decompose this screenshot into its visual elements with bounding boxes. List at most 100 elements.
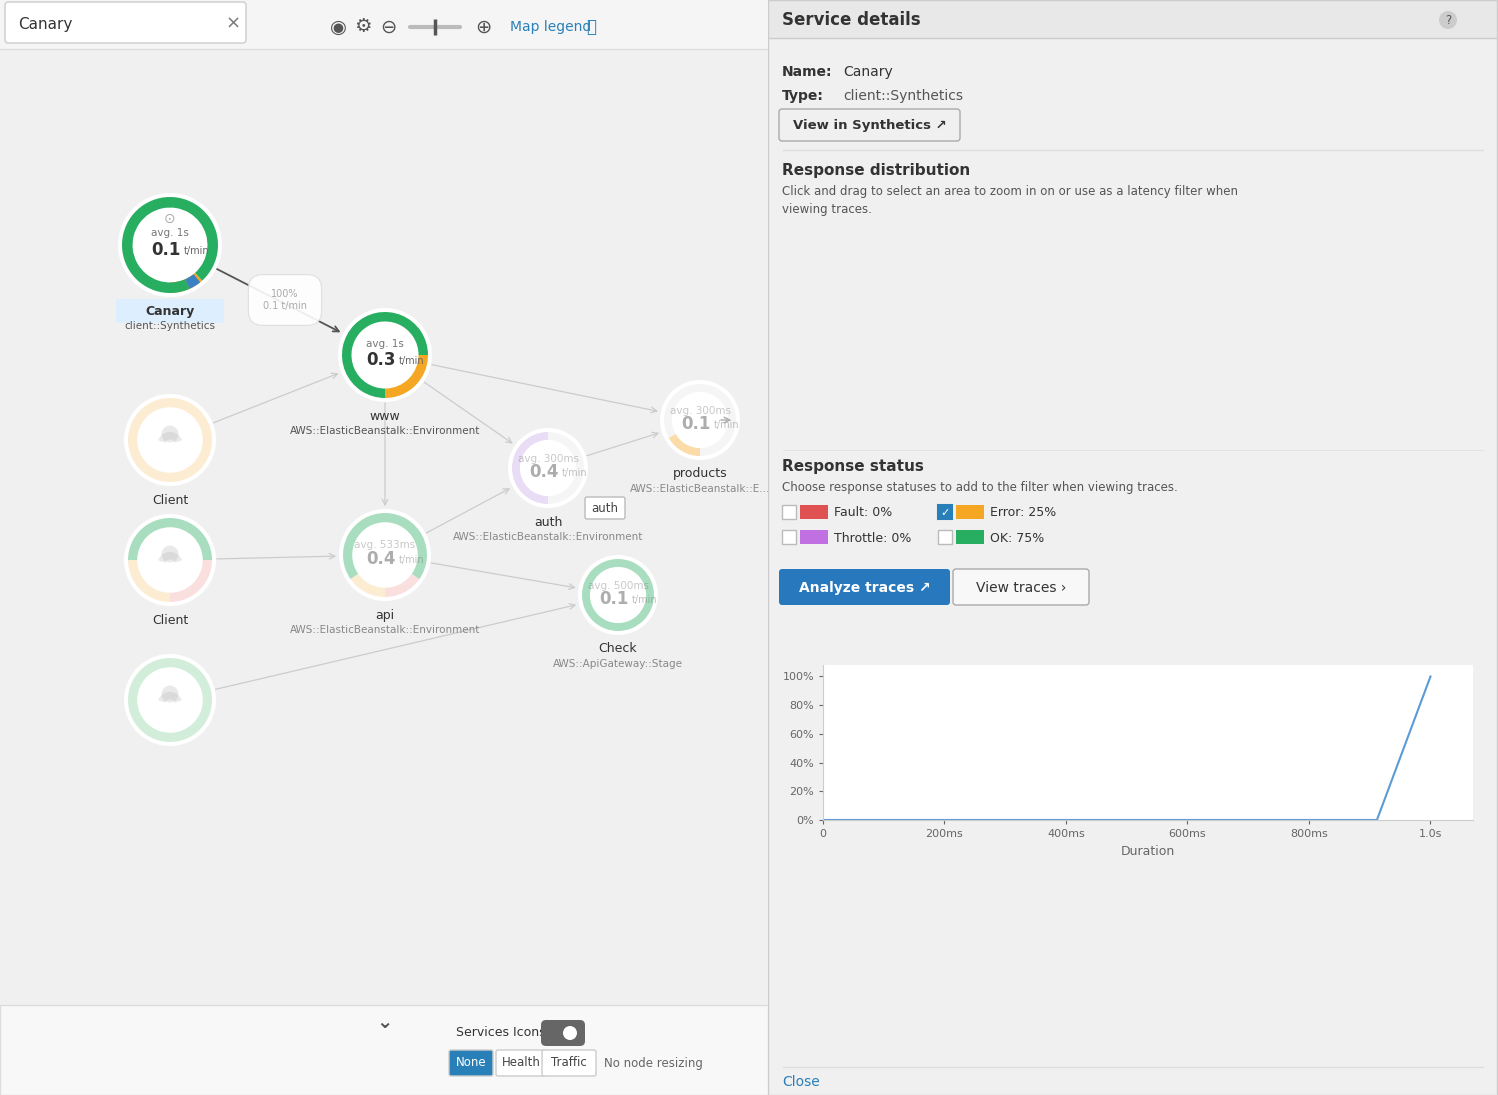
Text: View in Synthetics ↗: View in Synthetics ↗: [792, 119, 947, 132]
Wedge shape: [169, 273, 202, 293]
Text: t/min: t/min: [183, 246, 210, 256]
Text: Error: 25%: Error: 25%: [990, 507, 1056, 519]
Text: 0.1: 0.1: [599, 590, 629, 608]
Circle shape: [674, 394, 725, 446]
Circle shape: [139, 410, 201, 470]
Text: Name:: Name:: [782, 65, 833, 79]
Text: Check: Check: [599, 643, 637, 656]
FancyBboxPatch shape: [541, 1021, 586, 1046]
Text: www: www: [370, 410, 400, 423]
Text: auth: auth: [592, 502, 619, 515]
Circle shape: [124, 654, 216, 746]
Text: AWS::ElasticBeanstalk::E...: AWS::ElasticBeanstalk::E...: [629, 484, 770, 494]
Text: ?: ?: [1446, 14, 1452, 27]
Wedge shape: [159, 552, 181, 563]
Text: ⌄: ⌄: [376, 1014, 392, 1033]
Circle shape: [661, 380, 740, 460]
Wedge shape: [668, 434, 700, 456]
Text: Fault: 0%: Fault: 0%: [834, 507, 893, 519]
Circle shape: [523, 442, 574, 494]
X-axis label: Duration: Duration: [1121, 844, 1174, 857]
FancyBboxPatch shape: [782, 530, 795, 544]
Text: avg. 1s: avg. 1s: [151, 228, 189, 238]
FancyBboxPatch shape: [779, 569, 950, 606]
Text: OK: 75%: OK: 75%: [990, 531, 1044, 544]
Text: client::Synthetics: client::Synthetics: [124, 321, 216, 331]
Wedge shape: [343, 512, 427, 579]
Text: Response status: Response status: [782, 459, 924, 473]
Text: Service details: Service details: [782, 11, 921, 28]
Wedge shape: [127, 658, 213, 742]
Wedge shape: [127, 397, 213, 482]
Text: Canary: Canary: [18, 18, 72, 33]
Circle shape: [355, 525, 415, 585]
Circle shape: [118, 193, 222, 297]
Text: ✓: ✓: [941, 508, 950, 518]
Wedge shape: [583, 560, 655, 631]
Text: avg. 300ms: avg. 300ms: [670, 406, 731, 416]
Text: 100%
0.1 t/min: 100% 0.1 t/min: [264, 289, 307, 311]
FancyBboxPatch shape: [953, 569, 1089, 606]
Text: Response distribution: Response distribution: [782, 162, 971, 177]
Text: No node resizing: No node resizing: [604, 1057, 703, 1070]
Wedge shape: [121, 197, 219, 293]
FancyBboxPatch shape: [800, 505, 828, 519]
Text: Health: Health: [502, 1057, 541, 1070]
FancyBboxPatch shape: [779, 110, 960, 141]
Text: Choose response statuses to add to the filter when viewing traces.: Choose response statuses to add to the f…: [782, 481, 1177, 494]
Text: ⊖: ⊖: [380, 18, 395, 36]
FancyBboxPatch shape: [938, 530, 953, 544]
Text: t/min: t/min: [632, 595, 658, 604]
Text: avg. 533ms: avg. 533ms: [355, 540, 415, 550]
FancyBboxPatch shape: [782, 505, 795, 519]
Text: Map legend: Map legend: [509, 20, 592, 34]
Text: t/min: t/min: [713, 419, 739, 429]
Text: ⓘ: ⓘ: [586, 18, 596, 36]
Text: ×: ×: [225, 15, 241, 33]
Wedge shape: [385, 355, 428, 397]
Text: Client: Client: [151, 613, 189, 626]
FancyBboxPatch shape: [496, 1050, 545, 1076]
Text: AWS::ElasticBeanstalk::Environment: AWS::ElasticBeanstalk::Environment: [452, 532, 643, 542]
Circle shape: [339, 308, 431, 402]
Text: Type:: Type:: [782, 89, 824, 103]
Text: Canary: Canary: [843, 65, 893, 79]
Text: ⚙: ⚙: [354, 18, 372, 36]
Text: avg. 1s: avg. 1s: [366, 339, 404, 349]
Circle shape: [136, 210, 204, 279]
Wedge shape: [159, 692, 181, 703]
Text: ⊕: ⊕: [475, 18, 491, 36]
Circle shape: [124, 514, 216, 606]
Text: None: None: [455, 1057, 487, 1070]
Circle shape: [563, 1026, 577, 1040]
FancyBboxPatch shape: [938, 505, 953, 519]
Text: 0.3: 0.3: [366, 350, 395, 369]
Text: Click and drag to select an area to zoom in on or use as a latency filter when: Click and drag to select an area to zoom…: [782, 185, 1237, 198]
Wedge shape: [159, 431, 181, 442]
Circle shape: [139, 670, 201, 730]
Text: t/min: t/min: [398, 356, 424, 366]
FancyBboxPatch shape: [449, 1050, 493, 1076]
Circle shape: [162, 685, 178, 702]
Circle shape: [578, 555, 658, 635]
Text: AWS::ApiGateway::Stage: AWS::ApiGateway::Stage: [553, 659, 683, 669]
Text: ⊙: ⊙: [165, 212, 175, 227]
Circle shape: [339, 509, 431, 601]
FancyBboxPatch shape: [542, 1050, 596, 1076]
Circle shape: [355, 324, 416, 385]
Text: t/min: t/min: [398, 555, 424, 565]
Text: AWS::ElasticBeanstalk::Environment: AWS::ElasticBeanstalk::Environment: [289, 426, 481, 436]
Text: Close: Close: [782, 1075, 819, 1090]
Text: viewing traces.: viewing traces.: [782, 203, 872, 216]
Text: Throttle: 0%: Throttle: 0%: [834, 531, 911, 544]
FancyBboxPatch shape: [956, 530, 984, 544]
FancyBboxPatch shape: [956, 505, 984, 519]
Text: Services Icons: Services Icons: [455, 1026, 545, 1039]
Text: AWS::ElasticBeanstalk::Environment: AWS::ElasticBeanstalk::Environment: [289, 625, 481, 635]
Text: products: products: [673, 468, 728, 481]
Text: Traffic: Traffic: [551, 1057, 587, 1070]
Text: 0.4: 0.4: [529, 463, 559, 481]
Wedge shape: [186, 274, 201, 289]
Text: 0.1: 0.1: [151, 241, 181, 260]
Circle shape: [162, 545, 178, 563]
